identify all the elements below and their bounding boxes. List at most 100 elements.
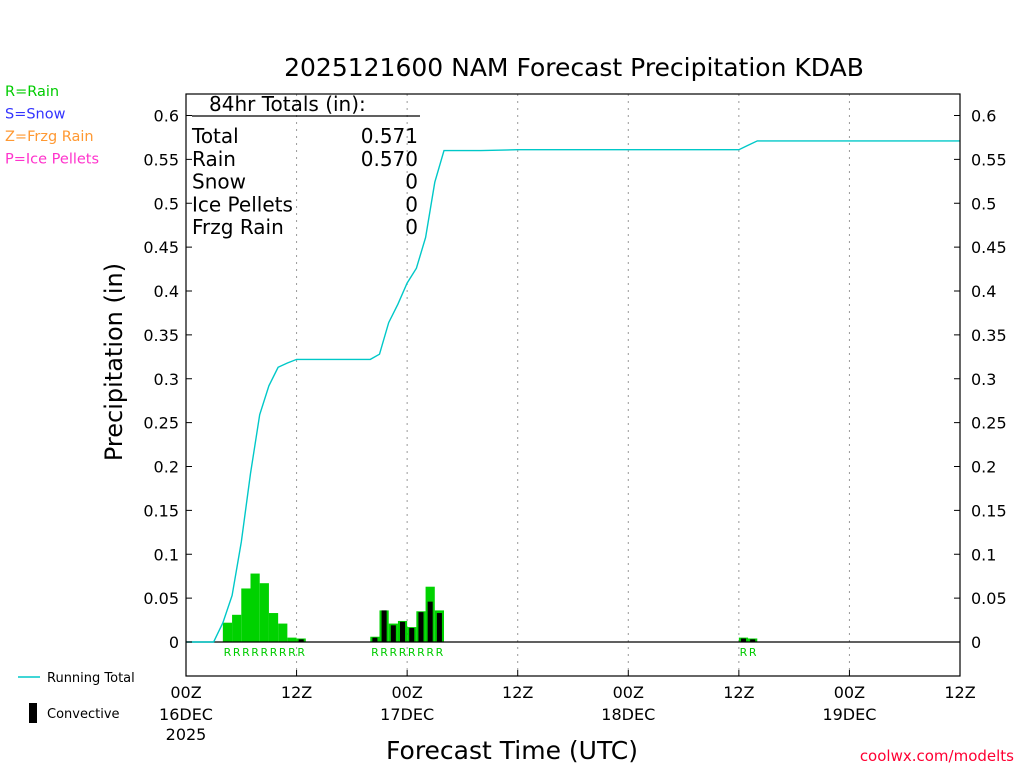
y-axis-label: Precipitation (in) — [100, 263, 128, 461]
x-tick-year-label: 2025 — [166, 725, 207, 744]
y-tick-label-right: 0.5 — [971, 194, 996, 213]
y-tick-label-right: 0.55 — [971, 150, 1007, 169]
precip-type-letter: R — [260, 646, 268, 659]
convective-bar — [750, 639, 756, 642]
vertical-grid-lines — [296, 94, 850, 676]
x-tick-label: 00Z — [170, 683, 201, 702]
y-tick-label-left: 0.3 — [154, 370, 179, 389]
precip-type-legend-entry: S=Snow — [5, 107, 66, 123]
x-tick-date-label: 17DEC — [380, 705, 434, 724]
precip-bar — [268, 613, 279, 642]
precip-bar — [232, 614, 242, 642]
y-tick-label-left: 0.2 — [154, 458, 179, 477]
series-legend: Running Total Convective — [18, 671, 135, 723]
y-tick-label-right: 0.2 — [971, 458, 996, 477]
precip-bar — [259, 583, 269, 642]
totals-row-value: 0 — [405, 192, 418, 216]
precip-type-letter: R — [426, 646, 434, 659]
totals-row-value: 0.570 — [361, 147, 418, 171]
precip-bar — [241, 588, 251, 642]
precip-type-letter: R — [371, 646, 379, 659]
y-tick-label-left: 0.6 — [154, 107, 179, 126]
precip-type-letter: R — [242, 646, 250, 659]
chart-title: 2025121600 NAM Forecast Precipitation KD… — [284, 53, 864, 82]
precip-bar — [250, 573, 260, 642]
convective-bar — [400, 621, 406, 642]
totals-box: 84hr Totals (in): Total 0.571 Rain 0.570 Sno… — [191, 92, 420, 239]
x-tick-date-label: 18DEC — [601, 705, 655, 724]
convective-bar — [390, 625, 396, 642]
y-tick-label-left: 0.55 — [143, 150, 179, 169]
precip-type-letter: R — [380, 646, 388, 659]
totals-row-value: 0 — [405, 170, 418, 194]
convective-bar — [372, 637, 378, 642]
convective-bar — [409, 627, 415, 642]
y-tick-label-left: 0.15 — [143, 501, 179, 520]
running-total-line — [186, 140, 960, 643]
hourly-precip-bars — [222, 573, 758, 642]
x-tick-date-label: 19DEC — [822, 705, 876, 724]
precip-type-letter: R — [749, 646, 757, 659]
y-tick-label-left: 0.45 — [143, 238, 179, 257]
y-tick-label-right: 0.4 — [971, 282, 996, 301]
totals-row-label: Ice Pellets — [192, 192, 293, 216]
x-tick-label: 12Z — [723, 683, 754, 702]
totals-row-label: Rain — [192, 147, 236, 171]
x-tick-label: 00Z — [391, 683, 422, 702]
precip-type-letter: R — [740, 646, 748, 659]
totals-header: 84hr Totals (in): — [209, 92, 366, 116]
totals-row-label: Snow — [192, 170, 246, 194]
y-tick-label-left: 0.25 — [143, 414, 179, 433]
precip-type-legend-entry: R=Rain — [5, 84, 59, 100]
y-tick-label-right: 0.3 — [971, 370, 996, 389]
convective-bar — [427, 601, 433, 642]
y-tick-label-left: 0.5 — [154, 194, 179, 213]
precip-bar — [278, 623, 288, 642]
precip-type-letter: R — [279, 646, 287, 659]
y-tick-label-right: 0 — [971, 633, 981, 652]
totals-row-value: 0.571 — [361, 124, 418, 148]
precip-bar — [222, 622, 233, 642]
precip-type-letter: R — [436, 646, 444, 659]
y-tick-label-right: 0.45 — [971, 238, 1007, 257]
totals-row-value: 0 — [405, 215, 418, 239]
precip-type-letter: R — [288, 646, 296, 659]
y-axis-ticks: 0 00.05 0.050.1 0.10.15 0.150.2 0.20.25 0.250.… — [143, 107, 1006, 653]
convective-bar — [436, 613, 442, 642]
precip-type-letter: R — [399, 646, 407, 659]
x-tick-label: 12Z — [944, 683, 975, 702]
precip-type-legend-entry: Z=Frzg Rain — [5, 129, 94, 145]
y-tick-label-right: 0.25 — [971, 414, 1007, 433]
precip-type-legend-entry: P=Ice Pellets — [5, 152, 99, 168]
convective-legend-label: Convective — [47, 707, 120, 722]
convective-legend-swatch — [29, 703, 37, 723]
y-tick-label-right: 0.1 — [971, 545, 996, 564]
plot-frame — [185, 93, 961, 677]
precip-type-letter: R — [389, 646, 397, 659]
y-tick-label-right: 0.6 — [971, 107, 996, 126]
y-tick-label-left: 0 — [169, 633, 179, 652]
precip-type-letter: R — [233, 646, 241, 659]
credit-text: coolwx.com/modelts — [860, 747, 1014, 765]
y-tick-label-left: 0.4 — [154, 282, 179, 301]
totals-row-label: Frzg Rain — [192, 215, 284, 239]
convective-bar — [381, 610, 387, 642]
x-tick-label: 00Z — [834, 683, 865, 702]
precip-type-letter: R — [297, 646, 305, 659]
y-tick-label-right: 0.35 — [971, 326, 1007, 345]
totals-row-label: Total — [191, 124, 239, 148]
y-tick-label-left: 0.35 — [143, 326, 179, 345]
convective-bar — [298, 639, 304, 642]
precip-bar — [287, 637, 297, 642]
x-tick-date-label: 16DEC — [159, 705, 213, 724]
precip-type-letter: R — [251, 646, 259, 659]
precip-type-letter: R — [270, 646, 278, 659]
y-tick-label-right: 0.05 — [971, 589, 1007, 608]
convective-bar — [740, 638, 746, 642]
x-axis-label: Forecast Time (UTC) — [386, 736, 638, 765]
running-total-legend-label: Running Total — [47, 671, 135, 686]
y-tick-label-right: 0.15 — [971, 501, 1007, 520]
